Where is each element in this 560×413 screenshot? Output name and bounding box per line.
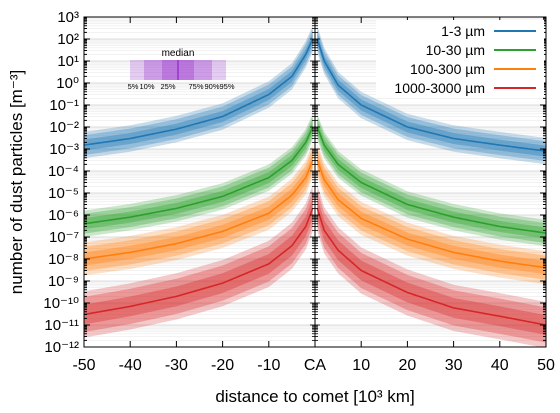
- percentile-band: [84, 144, 313, 276]
- legend-label: 100-300 µm: [410, 61, 485, 77]
- percentile-band: [84, 153, 313, 266]
- median-line: [316, 160, 547, 269]
- x-axis-label: distance to comet [10³ km]: [215, 387, 414, 406]
- y-tick-label: 10⁻¹: [49, 97, 79, 114]
- percentile-band: [317, 25, 546, 165]
- x-tick-label: CA: [304, 357, 327, 374]
- median-line: [83, 160, 314, 260]
- y-tick-label: 10⁻⁵: [48, 185, 79, 202]
- key-label: 5%: [128, 82, 139, 91]
- y-tick-label: 10⁻⁹: [48, 273, 79, 290]
- median-lines: [83, 38, 547, 326]
- percentile-band: [317, 153, 546, 275]
- legend-box: [376, 20, 544, 96]
- median-line: [316, 208, 547, 326]
- y-tick-label: 10⁻¹⁰: [43, 295, 79, 312]
- y-tick-label: 10⁻⁸: [48, 251, 79, 268]
- y-tick-label: 10⁻⁶: [48, 207, 79, 224]
- y-tick-label: 10⁻¹¹: [44, 317, 79, 334]
- percentile-band: [84, 190, 313, 333]
- percentile-key: median 5% 10% 25% 75% 90% 95%: [128, 48, 235, 91]
- x-tick-label: -10: [257, 357, 280, 374]
- x-tick-label: 40: [491, 357, 509, 374]
- legend: 1-3 µm 10-30 µm 100-300 µm 1000-3000 µm: [376, 20, 544, 96]
- y-tick-label: 10⁻⁷: [49, 229, 79, 246]
- median-line: [83, 208, 314, 316]
- x-tick-label: 20: [399, 357, 417, 374]
- percentile-band: [317, 148, 546, 280]
- y-tick-label: 10⁰: [56, 75, 79, 92]
- percentile-band: [84, 185, 313, 338]
- key-label: 75%: [188, 82, 203, 91]
- percentile-band: [317, 113, 546, 247]
- y-tick-label: 10⁻²: [49, 119, 79, 136]
- x-tick-label: -50: [72, 357, 95, 374]
- y-tick-label: 10⁻⁴: [48, 163, 79, 180]
- percentile-band: [84, 148, 313, 272]
- percentile-band: [317, 121, 546, 239]
- key-label: 90%: [204, 82, 219, 91]
- y-tick-label: 10⁻¹²: [44, 339, 79, 356]
- y-tick-label: 10⁻³: [49, 141, 79, 158]
- percentile-band: [84, 121, 313, 230]
- x-tick-label: -20: [211, 357, 234, 374]
- percentile-bands: [84, 25, 546, 347]
- percentile-band: [317, 185, 546, 347]
- x-tick-label: 50: [537, 357, 555, 374]
- percentile-band: [84, 25, 313, 159]
- closest-approach-ticks: [310, 17, 320, 348]
- y-tick-label: 10³: [57, 9, 79, 26]
- median-line: [83, 38, 314, 146]
- percentile-band: [84, 33, 313, 151]
- median-line: [316, 38, 547, 152]
- percentile-band: [84, 117, 313, 234]
- y-axis-label: number of dust particles [m⁻³]: [7, 70, 26, 294]
- legend-label: 10-30 µm: [426, 42, 485, 58]
- percentile-band: [317, 33, 546, 157]
- x-tick-label: -30: [165, 357, 188, 374]
- key-label: 95%: [219, 82, 234, 91]
- key-label: 25%: [160, 82, 175, 91]
- x-tick-label: 10: [352, 357, 370, 374]
- key-title: median: [162, 48, 195, 59]
- percentile-band: [317, 144, 546, 285]
- legend-label: 1-3 µm: [441, 23, 485, 39]
- percentile-band: [317, 190, 546, 343]
- median-line: [316, 126, 547, 234]
- x-tick-label: -40: [119, 357, 142, 374]
- percentile-band: [84, 198, 313, 325]
- median-line: [83, 126, 314, 225]
- axis-ticks: 10³ 10² 10¹ 10⁰ 10⁻¹ 10⁻² 10⁻³ 10⁻⁴ 10⁻⁵ 10⁻⁶ 10⁻⁷…: [43, 9, 555, 374]
- y-tick-label: 10¹: [57, 53, 79, 70]
- key-label: 10%: [139, 82, 154, 91]
- y-tick-label: 10²: [57, 31, 79, 48]
- x-tick-label: 30: [445, 357, 463, 374]
- legend-label: 1000-3000 µm: [394, 80, 485, 96]
- percentile-band: [84, 113, 313, 237]
